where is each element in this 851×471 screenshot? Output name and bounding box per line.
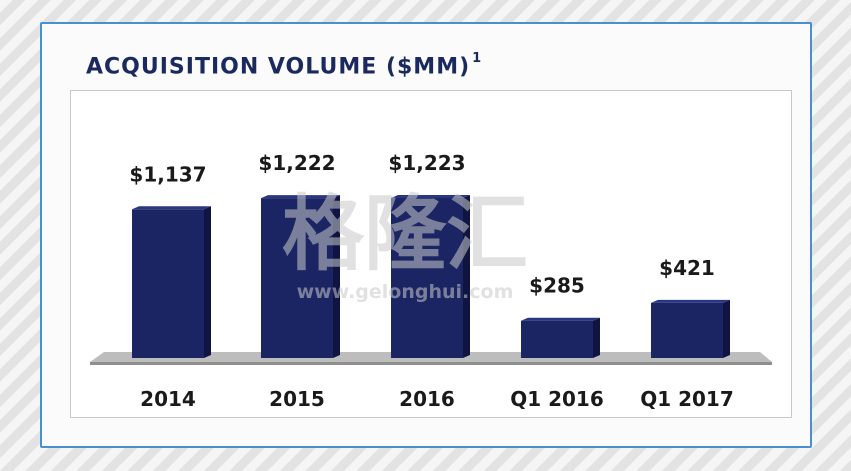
bar [132,209,204,358]
x-tick-label: Q1 2016 [510,387,604,411]
watermark-chinese: 格隆汇 [282,187,528,282]
watermark-url: www.gelonghui.com [297,281,514,303]
x-tick-label: Q1 2017 [640,387,734,411]
title-footnote-marker: 1 [472,51,483,66]
bar-top [651,299,730,303]
data-label: $421 [659,256,715,280]
bar [261,198,333,358]
bar-2016 [391,195,470,358]
bar-side [723,299,730,358]
bar-2015 [261,195,340,358]
bar [521,320,593,358]
watermark: 格隆汇 www.gelonghui.com [282,187,528,303]
chart-floor-edge [90,362,772,365]
bar-side [333,195,340,358]
bar-side [204,206,211,358]
bar [651,302,723,358]
bar-top [521,317,600,321]
data-label: $285 [529,274,585,298]
data-label: $1,223 [388,151,465,175]
bar-top [261,195,340,199]
data-label: $1,222 [258,151,335,175]
bar-top [391,195,470,198]
x-tick-label: 2014 [140,387,196,411]
data-label: $1,137 [129,162,206,186]
bar-q1-2017 [651,299,730,358]
bar-side [463,195,470,358]
bar-top [132,206,211,210]
bar-2014 [132,206,211,358]
x-tick-label: 2016 [399,387,455,411]
x-tick-label: 2015 [269,387,325,411]
bar [391,198,463,358]
bar-q1-2016 [521,317,600,358]
chart-title-text: ACQUISITION VOLUME ($MM) [86,54,471,80]
bar-side [593,317,600,358]
chart-title: ACQUISITION VOLUME ($MM) 1 [86,51,483,80]
